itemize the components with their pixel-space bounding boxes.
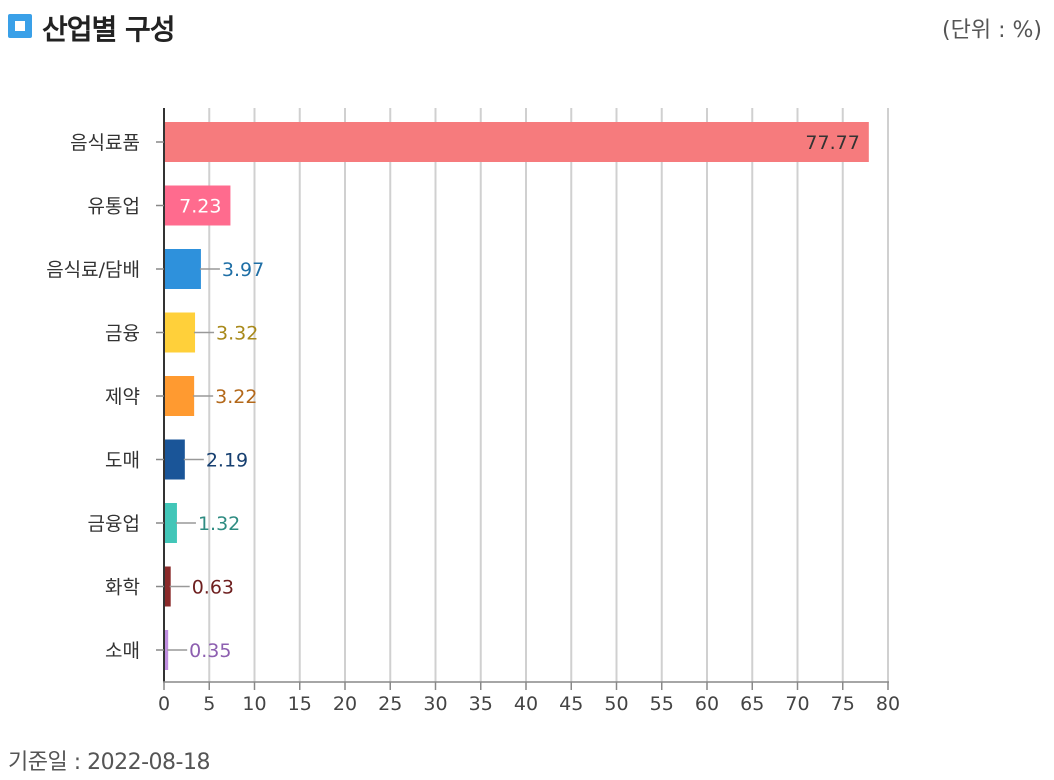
category-label: 화학 — [105, 577, 140, 599]
value-label: 7.23 — [179, 196, 221, 218]
category-label: 유통업 — [88, 196, 140, 218]
bar — [165, 122, 869, 162]
bar — [165, 630, 169, 670]
x-tick-label: 55 — [650, 693, 674, 715]
x-tick-label: 40 — [514, 693, 538, 715]
bar — [165, 249, 201, 289]
bar — [165, 503, 177, 543]
value-label: 3.97 — [222, 259, 264, 281]
value-label: 3.22 — [215, 386, 257, 408]
x-tick-label: 30 — [423, 693, 447, 715]
bar — [165, 439, 185, 480]
x-tick-label: 80 — [876, 693, 900, 715]
value-label: 3.32 — [216, 323, 258, 345]
page-title: 산업별 구성 — [42, 13, 176, 46]
square-bullet-icon — [8, 14, 32, 38]
category-label: 금융업 — [88, 513, 140, 535]
x-tick-label: 50 — [604, 693, 628, 715]
value-label: 0.63 — [192, 577, 234, 599]
industry-bar-chart: 0 5 10 15 20 25 30 35 40 45 50 55 60 65 70 75 80 음식료품 77.7… — [0, 90, 1054, 730]
x-tick-label: 70 — [785, 693, 809, 715]
x-tick-label: 0 — [158, 693, 170, 715]
x-tick-label: 15 — [288, 693, 312, 715]
value-label: 1.32 — [198, 513, 240, 535]
category-label: 소매 — [105, 640, 140, 662]
bar — [165, 566, 171, 607]
bar — [165, 376, 195, 416]
value-label: 2.19 — [206, 450, 248, 472]
x-tick-label: 5 — [203, 693, 215, 715]
x-tick-label: 60 — [695, 693, 719, 715]
unit-label: (단위 : %) — [942, 18, 1042, 43]
category-label: 도매 — [105, 450, 140, 472]
chart-header: 산업별 구성 (단위 : %) — [8, 6, 1042, 46]
x-tick-label: 10 — [242, 693, 266, 715]
category-label: 제약 — [105, 386, 140, 408]
bar — [165, 312, 196, 353]
bar — [165, 185, 231, 226]
category-label: 음식료품 — [70, 132, 140, 154]
category-label: 음식료/담배 — [46, 259, 140, 281]
x-tick-label: 45 — [559, 693, 583, 715]
category-label: 금융 — [105, 323, 140, 345]
x-tick-label: 35 — [469, 693, 493, 715]
value-label: 77.77 — [805, 132, 859, 154]
x-tick-label: 75 — [831, 693, 855, 715]
value-label: 0.35 — [189, 640, 231, 662]
chart-canvas: 0 5 10 15 20 25 30 35 40 45 50 55 60 65 70 75 80 음식료품 77.7… — [46, 108, 900, 715]
x-tick-label: 20 — [333, 693, 357, 715]
reference-date: 기준일 : 2022-08-18 — [8, 750, 210, 775]
x-tick-label: 65 — [740, 693, 764, 715]
x-tick-label: 25 — [378, 693, 402, 715]
